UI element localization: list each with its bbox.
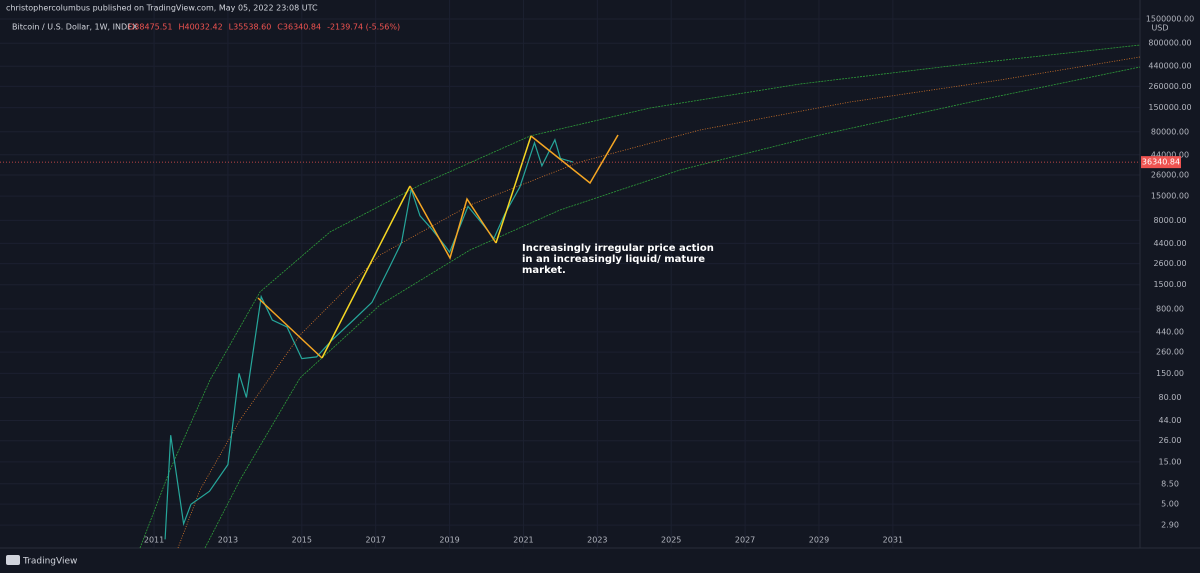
y-tick-label: 1500.00 [1153, 280, 1186, 289]
x-tick-label: 2023 [587, 536, 607, 545]
y-tick-label: 8000.00 [1153, 216, 1186, 225]
y-tick-label: 440.00 [1156, 327, 1184, 336]
y-tick-label: 44.00 [1159, 416, 1182, 425]
x-tick-label: 2021 [513, 536, 533, 545]
logo[interactable] [6, 555, 20, 565]
y-tick-label: 150.00 [1156, 369, 1184, 378]
y-tick-label: 2600.00 [1153, 259, 1186, 268]
brand[interactable]: TradingView [22, 557, 77, 567]
last-price-tag [1141, 156, 1181, 169]
y-tick-label: 440000.00 [1148, 62, 1191, 71]
x-tick-label: 2019 [439, 536, 459, 545]
x-tick-label: 2013 [218, 536, 238, 545]
currency: USD [1151, 24, 1168, 33]
annotation: in an increasingly liquid/ mature [522, 254, 705, 265]
symbol-title: Bitcoin / U.S. Dollar, 1W, INDEX [12, 23, 138, 32]
y-tick-label: 8.50 [1161, 479, 1179, 488]
y-tick-label: 260.00 [1156, 348, 1184, 357]
y-tick-label: 4400.00 [1153, 239, 1186, 248]
lower-band [204, 66, 1141, 549]
x-tick-label: 2015 [292, 536, 312, 545]
ohlc-value: L35538.60 [229, 23, 272, 32]
x-tick-label: 2017 [366, 536, 386, 545]
ohlc-value: C36340.84 [277, 23, 321, 32]
ohlc-value: H40032.42 [178, 23, 222, 32]
y-tick-label: 2.90 [1161, 521, 1179, 530]
price-line [164, 138, 574, 540]
y-tick-label: 5.00 [1161, 500, 1179, 509]
zigzag [495, 135, 532, 244]
annotation: Increasingly irregular price action [522, 243, 714, 254]
zigzag [321, 185, 411, 359]
zigzag [257, 297, 323, 359]
y-tick-label: 800.00 [1156, 304, 1184, 313]
zigzag [409, 185, 497, 260]
x-tick-label: 2027 [735, 536, 755, 545]
grid [0, 0, 1140, 548]
ohlc-legend: O38475.51 H40032.42 L35538.60 C36340.84 -213… [128, 23, 400, 32]
annotation: market. [522, 265, 566, 276]
upper-band [139, 44, 1141, 549]
ohlc-value: -2139.74 (-5.56%) [327, 23, 400, 32]
x-tick-label: 2031 [883, 536, 903, 545]
ohlc-value: O38475.51 [128, 23, 172, 32]
y-tick-label: 80.00 [1159, 393, 1182, 402]
y-tick-label: 26000.00 [1151, 171, 1189, 180]
price-plot [164, 138, 574, 540]
y-tick-label: 800000.00 [1148, 39, 1191, 48]
zigzag [530, 134, 619, 185]
x-tick-label: 2029 [809, 536, 829, 545]
y-tick-label: 26.00 [1159, 436, 1182, 445]
y-tick-label: 1500000.00 [1146, 15, 1194, 24]
y-tick-label: 15000.00 [1151, 192, 1189, 201]
y-tick-label: 15.00 [1159, 457, 1182, 466]
publisher: christophercolumbus published on Trading… [6, 4, 318, 13]
x-tick-label: 2025 [661, 536, 681, 545]
y-tick-label: 150000.00 [1148, 103, 1191, 112]
middle-band [177, 56, 1141, 549]
y-tick-label: 44000.00 [1151, 150, 1189, 159]
last-price-label: 36340.84 [1142, 158, 1180, 167]
x-tick-label: 2011 [144, 536, 164, 545]
y-tick-label: 80000.00 [1151, 127, 1189, 136]
y-tick-label: 260000.00 [1148, 82, 1191, 91]
